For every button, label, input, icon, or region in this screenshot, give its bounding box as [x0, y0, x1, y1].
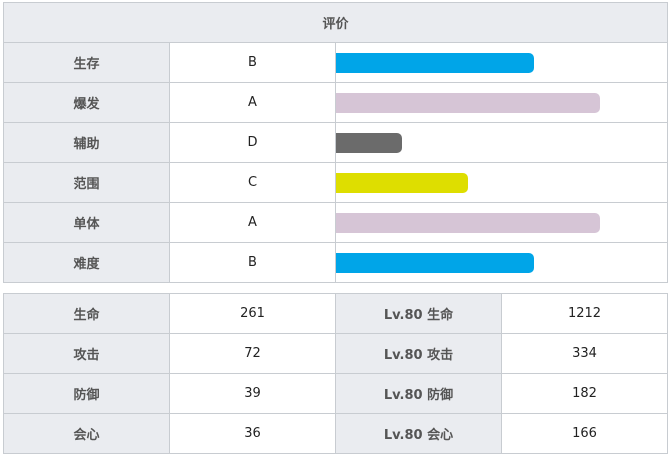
stats-row: 防御 39 Lv.80 防御 182 [3, 373, 668, 414]
rating-grade: D [169, 122, 336, 163]
rating-grade: B [169, 242, 336, 283]
rating-bar [336, 132, 402, 153]
stat-lv-label: Lv.80 防御 [335, 373, 502, 414]
rating-bar-cell [334, 122, 669, 163]
rating-row: 辅助 D [3, 122, 669, 163]
rating-bar-cell [334, 42, 669, 83]
rating-bar-cell [334, 242, 669, 283]
stat-lv-label: Lv.80 会心 [335, 413, 502, 454]
rating-label: 生存 [3, 42, 170, 83]
rating-grade: B [169, 42, 336, 83]
stat-lv-value: 334 [501, 333, 668, 374]
stat-value: 36 [169, 413, 336, 454]
rating-grade: A [169, 202, 336, 243]
rating-row: 生存 B [3, 42, 669, 83]
stats-row: 攻击 72 Lv.80 攻击 334 [3, 333, 668, 374]
stat-lv-label: Lv.80 生命 [335, 293, 502, 334]
rating-bar-cell [334, 162, 669, 203]
stat-value: 72 [169, 333, 336, 374]
stat-lv-value: 1212 [501, 293, 668, 334]
rating-row: 单体 A [3, 202, 669, 243]
stats-row: 生命 261 Lv.80 生命 1212 [3, 293, 668, 334]
rating-bar-cell [334, 82, 669, 123]
rating-grade: A [169, 82, 336, 123]
stats-row: 会心 36 Lv.80 会心 166 [3, 413, 668, 454]
stat-label: 会心 [3, 413, 170, 454]
stat-value: 39 [169, 373, 336, 414]
stat-lv-label: Lv.80 攻击 [335, 333, 502, 374]
rating-bar [336, 172, 468, 193]
rating-label: 单体 [3, 202, 170, 243]
stat-lv-value: 166 [501, 413, 668, 454]
rating-label: 范围 [3, 162, 170, 203]
rating-row: 爆发 A [3, 82, 669, 123]
rating-row: 难度 B [3, 242, 669, 283]
stat-lv-value: 182 [501, 373, 668, 414]
rating-label: 辅助 [3, 122, 170, 163]
stat-label: 攻击 [3, 333, 170, 374]
rating-bar [336, 212, 600, 233]
rating-table: 评价 生存 B 爆发 A 辅助 D 范围 C 单体 A 难度 B [2, 2, 669, 283]
rating-grade: C [169, 162, 336, 203]
rating-bar [336, 92, 600, 113]
rating-title: 评价 [2, 2, 669, 43]
rating-label: 爆发 [3, 82, 170, 123]
rating-bar [336, 52, 534, 73]
rating-bar-cell [334, 202, 669, 243]
rating-label: 难度 [3, 242, 170, 283]
stat-label: 防御 [3, 373, 170, 414]
stats-table: 生命 261 Lv.80 生命 1212 攻击 72 Lv.80 攻击 334 … [3, 293, 668, 454]
stat-value: 261 [169, 293, 336, 334]
rating-row: 范围 C [3, 162, 669, 203]
stat-label: 生命 [3, 293, 170, 334]
rating-bar [336, 252, 534, 273]
